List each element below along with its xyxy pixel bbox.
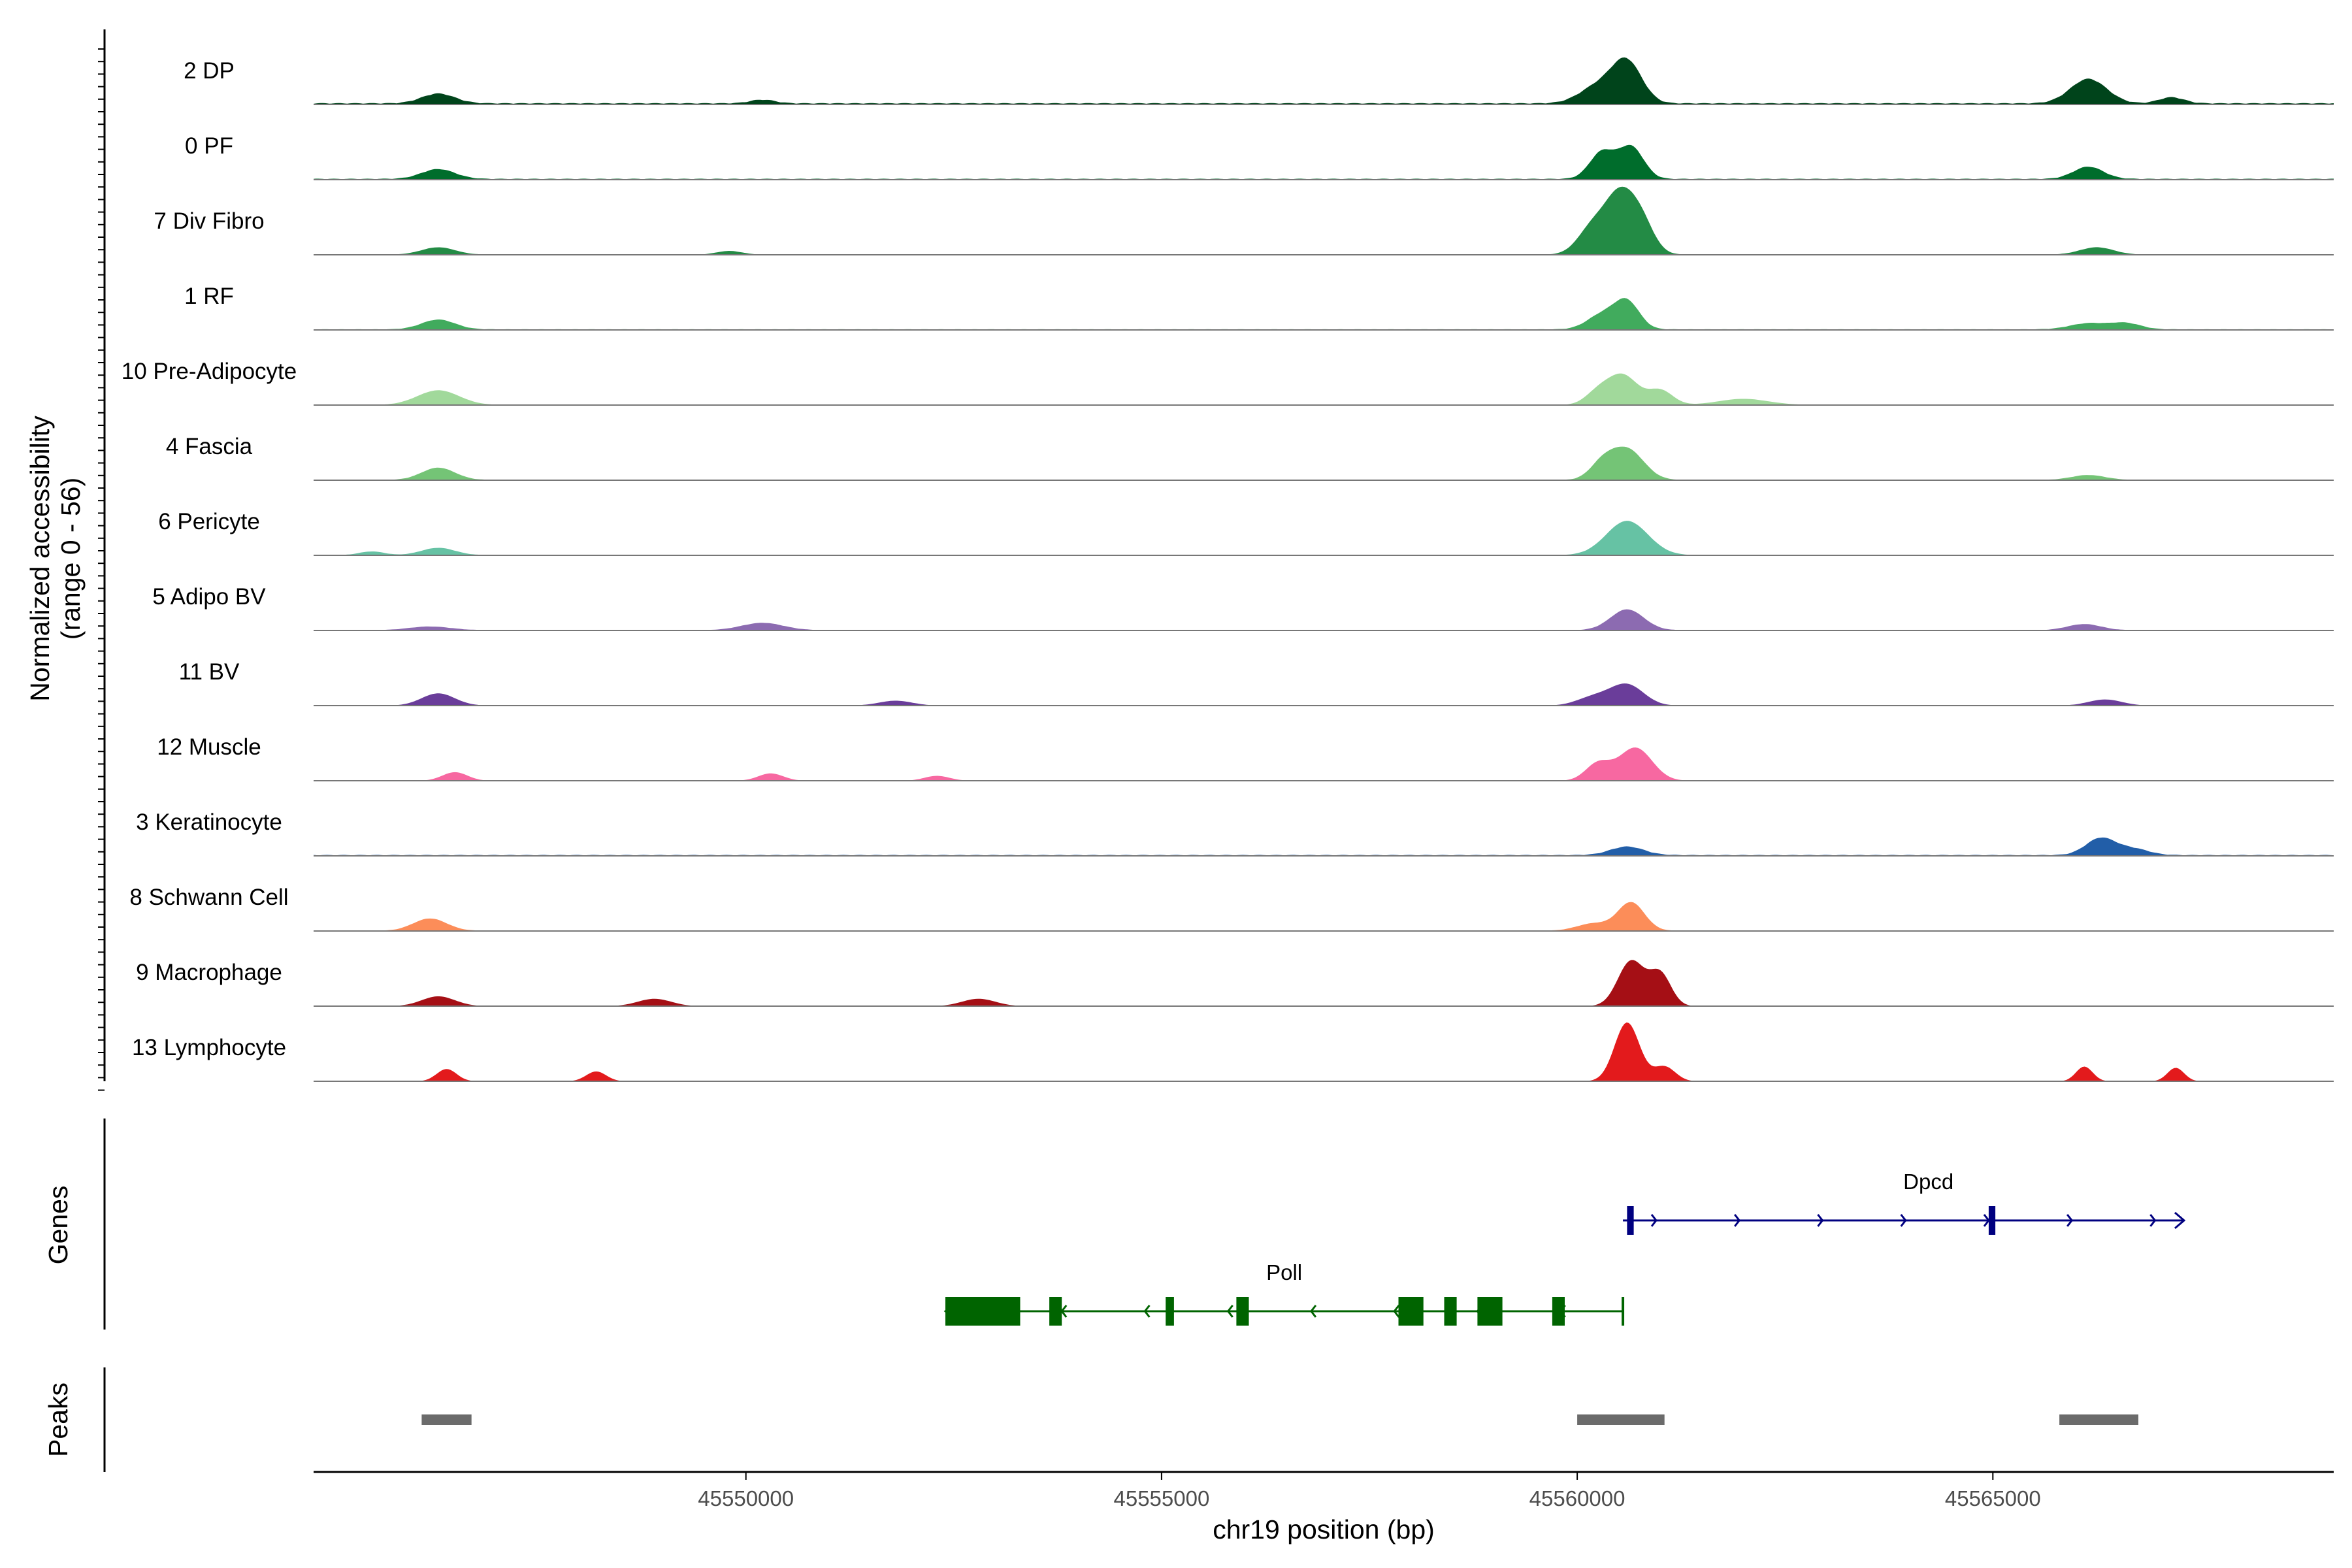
gene-exon bbox=[945, 1297, 1021, 1326]
gene-label: Poll bbox=[1266, 1260, 1302, 1284]
track-8-schwann-cell: 8 Schwann Cell bbox=[129, 885, 2334, 932]
gene-exon bbox=[1049, 1297, 1062, 1326]
peaks-panel: Peaks bbox=[43, 1367, 2138, 1472]
track-10-pre-adipocyte: 10 Pre-Adipocyte bbox=[122, 359, 2334, 406]
track-label: 1 RF bbox=[184, 284, 234, 309]
gene-exon bbox=[1477, 1297, 1503, 1326]
track-13-lymphocyte: 13 Lymphocyte bbox=[132, 1022, 2334, 1082]
gene-poll: Poll bbox=[943, 1260, 1625, 1326]
track-signal-area bbox=[314, 902, 2334, 931]
track-signal-area bbox=[314, 609, 2334, 630]
track-signal-area bbox=[314, 57, 2334, 105]
track-label: 8 Schwann Cell bbox=[129, 885, 288, 910]
track-signal-area bbox=[314, 837, 2334, 856]
genes-panel: Genes Dpcd Poll bbox=[43, 1119, 2186, 1330]
peak-regions bbox=[421, 1414, 2138, 1425]
y-axis-ticks bbox=[98, 48, 105, 1091]
gene-exon bbox=[1552, 1297, 1565, 1326]
track-12-muscle: 12 Muscle bbox=[157, 734, 2334, 781]
x-tick-label: 45560000 bbox=[1529, 1486, 1625, 1511]
accessibility-tracks: 2 DP 0 PF 7 Div Fibro 1 RF 10 Pre-Adipocyte 4… bbox=[122, 57, 2334, 1082]
track-label: 7 Div Fibro bbox=[154, 208, 264, 234]
track-4-fascia: 4 Fascia bbox=[166, 434, 2334, 481]
track-signal-area bbox=[314, 373, 2334, 405]
track-1-rf: 1 RF bbox=[184, 284, 2334, 331]
track-signal-area bbox=[314, 1022, 2334, 1081]
track-signal-area bbox=[314, 960, 2334, 1006]
track-label: 10 Pre-Adipocyte bbox=[122, 359, 297, 384]
track-label: 13 Lymphocyte bbox=[132, 1035, 286, 1060]
track-signal-area bbox=[314, 521, 2334, 555]
track-label: 5 Adipo BV bbox=[152, 584, 266, 610]
strand-chevron bbox=[2066, 1214, 2074, 1227]
x-axis-ticks: 45550000 45555000 45560000 45565000 bbox=[698, 1472, 2041, 1511]
track-label: 11 BV bbox=[179, 659, 240, 685]
track-label: 6 Pericyte bbox=[158, 509, 260, 534]
gene-exon bbox=[1627, 1206, 1634, 1235]
gene-exon bbox=[1988, 1206, 1996, 1235]
track-label: 12 Muscle bbox=[157, 734, 261, 760]
strand-chevron bbox=[1817, 1214, 1824, 1227]
track-7-div-fibro: 7 Div Fibro bbox=[154, 186, 2334, 255]
peak-bar bbox=[421, 1414, 472, 1425]
track-2-dp: 2 DP bbox=[184, 57, 2334, 105]
track-signal-area bbox=[314, 446, 2334, 480]
strand-chevron bbox=[1900, 1214, 1907, 1227]
track-label: 9 Macrophage bbox=[136, 960, 282, 985]
gene-exon bbox=[1236, 1297, 1249, 1326]
track-signal-area bbox=[314, 298, 2334, 330]
gene-end-arrow bbox=[2174, 1211, 2186, 1230]
y-axis-label-line2: (range 0 - 56) bbox=[56, 478, 86, 640]
x-tick-label: 45555000 bbox=[1113, 1486, 1209, 1511]
track-label: 0 PF bbox=[185, 133, 233, 159]
track-0-pf: 0 PF bbox=[185, 133, 2334, 180]
track-signal-area bbox=[314, 683, 2334, 706]
peaks-panel-label: Peaks bbox=[43, 1382, 73, 1457]
peak-bar bbox=[2059, 1414, 2138, 1425]
x-tick-label: 45565000 bbox=[1945, 1486, 2041, 1511]
track-label: 2 DP bbox=[184, 58, 235, 84]
strand-chevron bbox=[1734, 1214, 1741, 1227]
track-9-macrophage: 9 Macrophage bbox=[136, 960, 2334, 1007]
strand-chevron bbox=[1310, 1305, 1317, 1318]
gene-models: Dpcd Poll bbox=[943, 1169, 2186, 1326]
track-label: 3 Keratinocyte bbox=[136, 809, 282, 835]
gene-dpcd: Dpcd bbox=[1623, 1169, 2186, 1235]
track-signal-area bbox=[314, 144, 2334, 180]
gene-exon bbox=[1444, 1297, 1457, 1326]
strand-chevron bbox=[1393, 1305, 1400, 1318]
track-signal-area bbox=[314, 186, 2334, 255]
peak-bar bbox=[1577, 1414, 1665, 1425]
track-signal-area bbox=[314, 747, 2334, 781]
strand-chevron bbox=[1143, 1305, 1151, 1318]
track-label: 4 Fascia bbox=[166, 434, 253, 459]
track-5-adipo-bv: 5 Adipo BV bbox=[152, 584, 2334, 631]
track-6-pericyte: 6 Pericyte bbox=[158, 509, 2334, 556]
strand-chevron bbox=[2149, 1214, 2157, 1227]
x-axis: 45550000 45555000 45560000 45565000 chr19 p… bbox=[314, 1471, 2334, 1544]
x-tick-label: 45550000 bbox=[698, 1486, 794, 1511]
strand-chevron bbox=[1226, 1305, 1233, 1318]
gene-label: Dpcd bbox=[1903, 1169, 1953, 1194]
y-axis-label-line1: Normalized accessibility bbox=[25, 416, 55, 702]
track-11-bv: 11 BV bbox=[179, 659, 2334, 706]
y-axis: Normalized accessibility (range 0 - 56) bbox=[25, 29, 106, 1091]
track-3-keratinocyte: 3 Keratinocyte bbox=[136, 809, 2334, 857]
strand-chevron bbox=[1650, 1214, 1658, 1227]
x-axis-label: chr19 position (bp) bbox=[1213, 1514, 1435, 1544]
gene-exon bbox=[1166, 1297, 1174, 1326]
gene-exon bbox=[1398, 1297, 1424, 1326]
genes-panel-label: Genes bbox=[43, 1186, 73, 1265]
